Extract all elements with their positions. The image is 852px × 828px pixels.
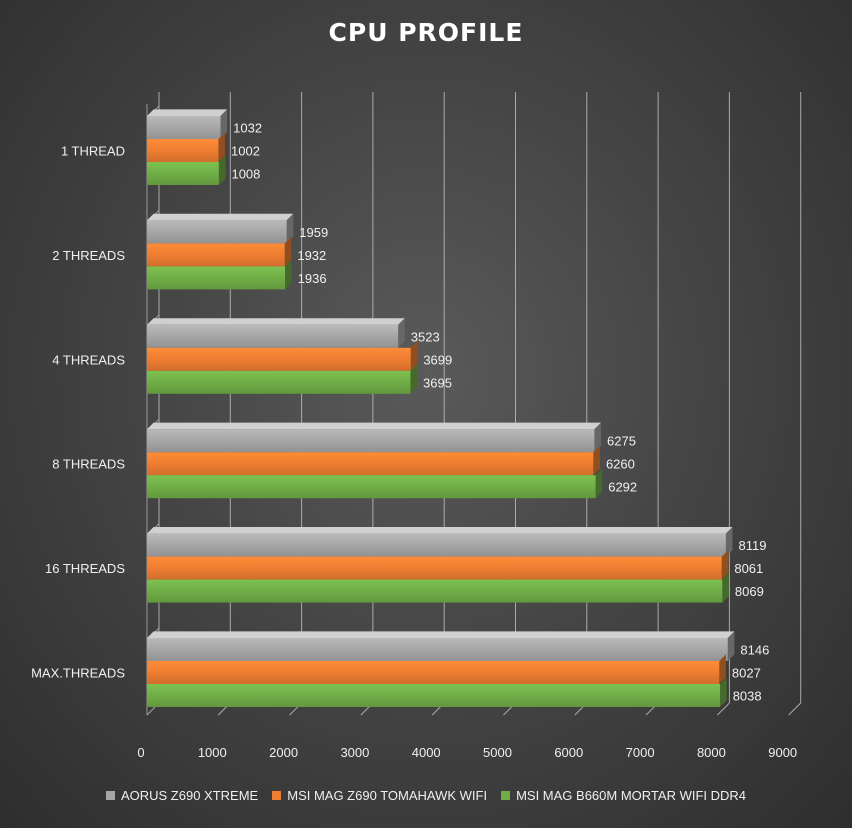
bar-side-face — [719, 654, 726, 684]
bar — [147, 638, 728, 661]
legend-label: MSI MAG B660M MORTAR WIFI DDR4 — [516, 788, 747, 803]
data-label: 8038 — [733, 689, 762, 704]
bar-side-face — [286, 213, 294, 244]
x-tick-label: 3000 — [340, 745, 369, 760]
x-tick-label: 4000 — [412, 745, 441, 760]
data-label: 8119 — [738, 538, 766, 553]
bar-side-face — [721, 550, 729, 580]
bar — [147, 475, 596, 499]
x-tick-label: 8000 — [697, 745, 726, 760]
bar — [147, 684, 721, 707]
data-label: 8146 — [740, 643, 769, 658]
bar-side-face — [410, 341, 418, 371]
data-label: 8061 — [734, 561, 763, 576]
bar-side-face — [720, 677, 727, 707]
bar — [147, 139, 219, 162]
bar-side-face — [410, 364, 418, 394]
legend-swatch — [272, 791, 282, 800]
bar-side-face — [398, 318, 405, 348]
bar — [147, 347, 411, 371]
bar-top-face — [147, 109, 228, 116]
bar — [147, 533, 726, 557]
x-tick-label: 9000 — [768, 745, 797, 760]
bar-side-face — [284, 236, 292, 267]
floor-gridline — [788, 702, 802, 716]
category-label: 1 THREAD — [61, 144, 125, 159]
floor-gridline — [717, 702, 730, 716]
legend-label: AORUS Z690 XTREME — [120, 788, 259, 803]
bar-side-face — [725, 527, 733, 557]
bar — [147, 220, 287, 244]
data-label: 3523 — [411, 329, 440, 344]
category-label: MAX.THREADS — [31, 666, 125, 681]
category-label: 4 THREADS — [52, 352, 125, 367]
legend-label: MSI MAG Z690 TOMAHAWK WIFI — [287, 788, 488, 803]
bar — [147, 556, 722, 580]
x-tick-label: 5000 — [483, 745, 512, 760]
data-label: 3695 — [423, 375, 452, 390]
category-label: 8 THREADS — [52, 457, 125, 472]
chart-legend: AORUS Z690 XTREME MSI MAG Z690 TOMAHAWK W… — [0, 788, 852, 803]
data-label: 1932 — [297, 248, 326, 263]
legend-swatch — [105, 791, 115, 800]
bar-side-face — [727, 631, 735, 661]
data-label: 1959 — [299, 225, 328, 240]
bar-top-face — [147, 318, 405, 325]
category-label: 16 THREADS — [45, 561, 125, 576]
bar — [147, 370, 411, 394]
data-label: 1032 — [233, 121, 262, 136]
bar-side-face — [593, 445, 600, 476]
bar-side-face — [722, 573, 729, 603]
bar — [147, 162, 219, 185]
chart-title: CPU PROFILE — [328, 18, 524, 47]
data-label: 1008 — [231, 167, 260, 182]
bar — [147, 661, 720, 684]
bar-side-face — [594, 422, 602, 453]
data-label: 3699 — [423, 352, 452, 367]
bar-side-face — [218, 132, 226, 162]
bar — [147, 429, 595, 453]
bar — [147, 243, 285, 267]
bar-top-face — [147, 213, 294, 221]
category-label: 2 THREADS — [52, 248, 125, 263]
bar-side-face — [595, 468, 603, 499]
data-label: 8069 — [735, 584, 764, 599]
bar — [147, 452, 594, 476]
legend-item: MSI MAG B660M MORTAR WIFI DDR4 — [501, 788, 746, 803]
bar-side-face — [220, 109, 228, 139]
bar-top-face — [147, 422, 602, 430]
bar — [147, 324, 399, 348]
x-tick-label: 7000 — [626, 745, 655, 760]
x-tick-label: 6000 — [554, 745, 583, 760]
x-tick-label: 0 — [137, 745, 144, 760]
bar — [147, 579, 723, 603]
data-label: 6292 — [608, 480, 637, 495]
bar — [147, 266, 286, 290]
bar-side-face — [218, 155, 226, 185]
bar-side-face — [285, 259, 292, 290]
legend-item: AORUS Z690 XTREME — [105, 788, 259, 803]
data-label: 8027 — [732, 666, 761, 681]
x-tick-label: 1000 — [198, 745, 227, 760]
bar-top-face — [147, 527, 733, 534]
x-tick-label: 2000 — [269, 745, 298, 760]
legend-item: MSI MAG Z690 TOMAHAWK WIFI — [272, 788, 487, 803]
legend-swatch — [501, 791, 511, 800]
bar — [147, 116, 221, 139]
data-label: 1002 — [231, 144, 260, 159]
data-label: 6275 — [607, 434, 636, 449]
data-label: 6260 — [606, 457, 635, 472]
bar-top-face — [147, 631, 735, 638]
data-label: 1936 — [298, 271, 327, 286]
